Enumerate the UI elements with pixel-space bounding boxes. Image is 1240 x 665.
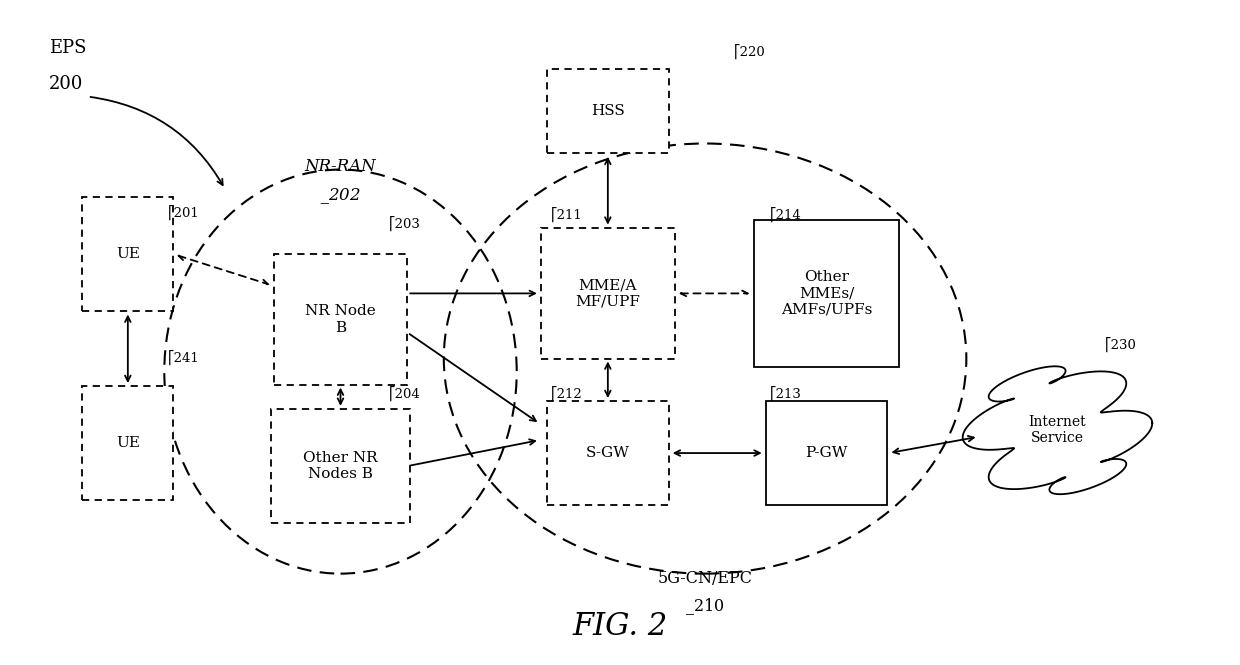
FancyBboxPatch shape: [547, 68, 668, 154]
Text: ⎡241: ⎡241: [167, 350, 200, 365]
Text: ⎡212: ⎡212: [551, 386, 583, 401]
Text: ⎡204: ⎡204: [389, 386, 420, 401]
Text: EPS: EPS: [48, 39, 87, 57]
Polygon shape: [962, 366, 1152, 494]
FancyBboxPatch shape: [270, 409, 410, 523]
FancyBboxPatch shape: [274, 254, 407, 384]
Text: $\mathregular{̲210}$: $\mathregular{̲210}$: [686, 597, 724, 617]
FancyBboxPatch shape: [82, 198, 174, 311]
Text: HSS: HSS: [591, 104, 625, 118]
Text: $\mathregular{̲202}$: $\mathregular{̲202}$: [320, 186, 361, 205]
Text: S-GW: S-GW: [587, 446, 630, 460]
FancyBboxPatch shape: [82, 386, 174, 500]
Text: ⎡230: ⎡230: [1105, 336, 1137, 352]
Text: NR-RAN: NR-RAN: [305, 158, 376, 175]
Text: UE: UE: [115, 247, 140, 261]
Text: Other NR
Nodes B: Other NR Nodes B: [304, 451, 378, 481]
Text: ⎡220: ⎡220: [734, 43, 766, 59]
FancyBboxPatch shape: [541, 228, 675, 358]
FancyBboxPatch shape: [547, 401, 668, 505]
Text: FIG. 2: FIG. 2: [573, 611, 667, 642]
Text: MME/A
MF/UPF: MME/A MF/UPF: [575, 278, 640, 309]
Text: ⎡203: ⎡203: [389, 216, 422, 231]
Text: Other
MMEs/
AMFs/UPFs: Other MMEs/ AMFs/UPFs: [781, 270, 872, 317]
Text: NR Node
B: NR Node B: [305, 305, 376, 334]
FancyBboxPatch shape: [754, 220, 899, 366]
Text: Internet
Service: Internet Service: [1029, 415, 1086, 446]
Text: ⎡211: ⎡211: [551, 206, 583, 221]
Text: 200: 200: [48, 75, 83, 93]
FancyBboxPatch shape: [766, 401, 888, 505]
Text: UE: UE: [115, 436, 140, 450]
Text: ⎡214: ⎡214: [770, 206, 801, 221]
Text: P-GW: P-GW: [806, 446, 848, 460]
Text: ⎡201: ⎡201: [167, 205, 200, 220]
Text: ⎡213: ⎡213: [770, 386, 801, 401]
Text: 5G-CN/EPC: 5G-CN/EPC: [657, 571, 753, 587]
